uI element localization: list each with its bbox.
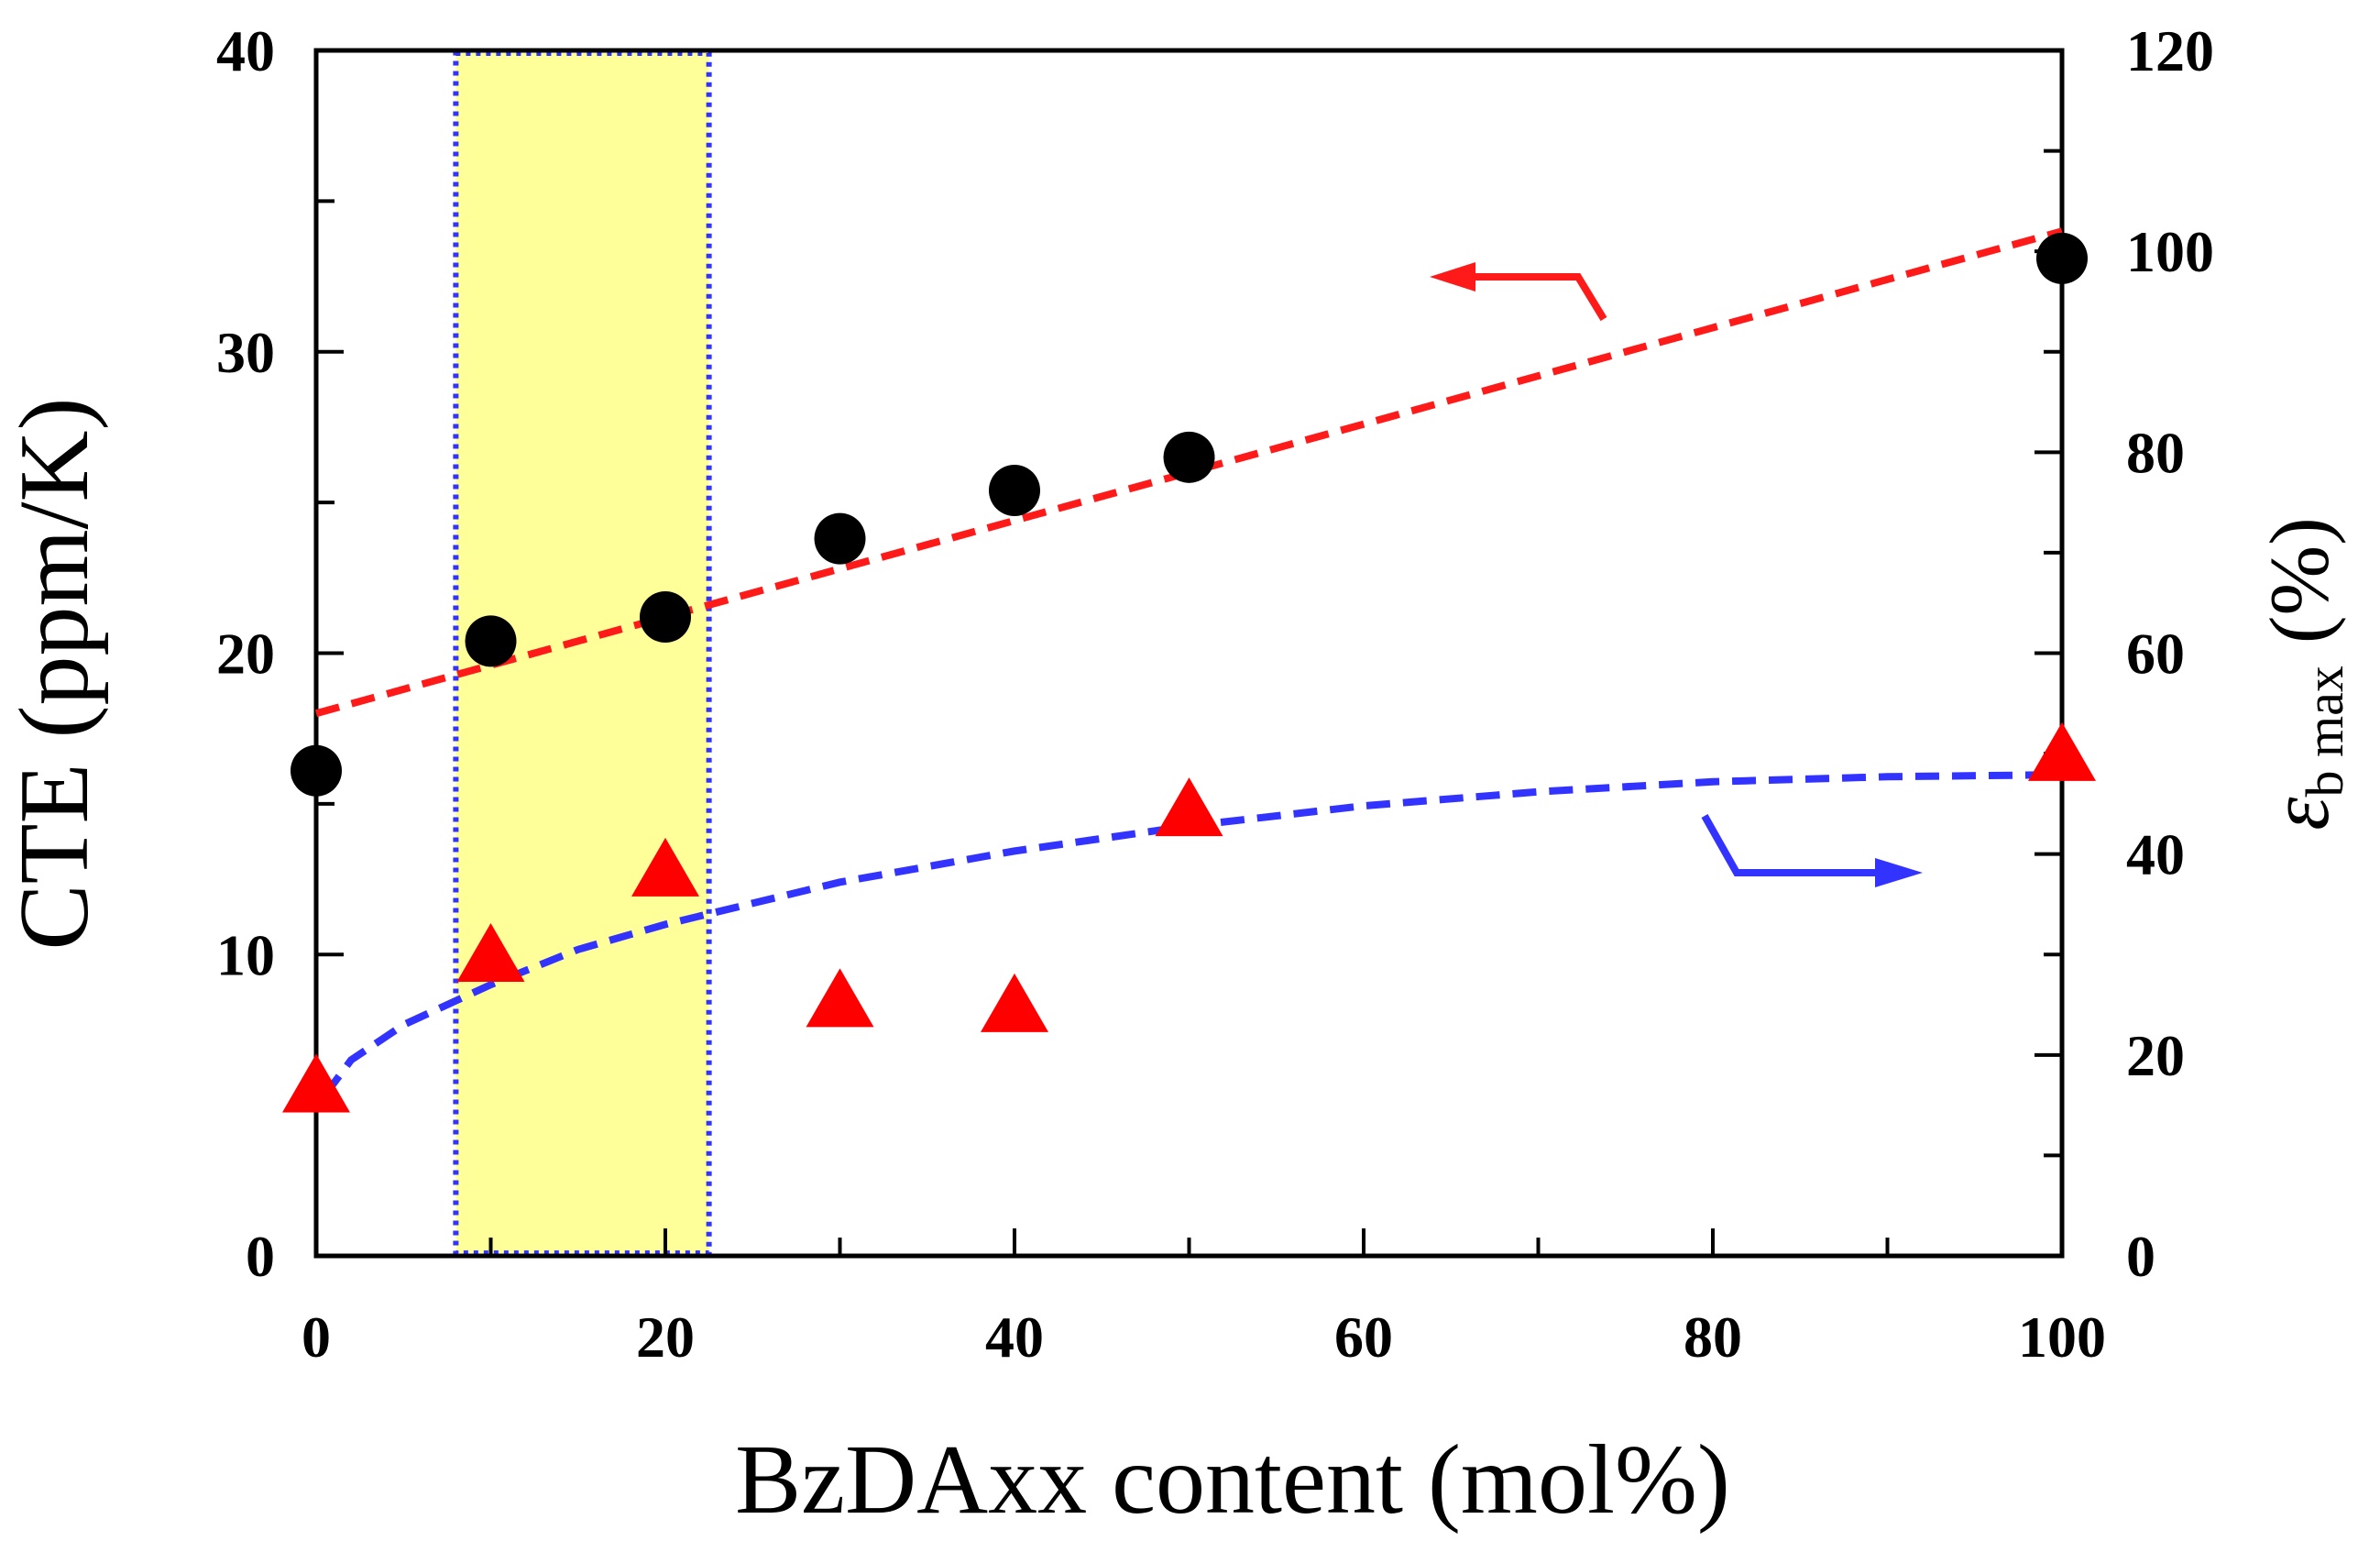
y-tick-label: 30 (216, 320, 275, 385)
tick-labels: 0 20 40 60 80 100 0 10 20 30 40 0 20 40 60 80 100 120 (216, 18, 2214, 1370)
x-tick-label: 80 (1684, 1304, 1742, 1370)
x-tick-label: 20 (636, 1304, 695, 1370)
elongation-point (806, 968, 874, 1028)
y2-tick-label: 20 (2126, 1023, 2185, 1088)
elongation-point (981, 973, 1048, 1032)
y-tick-label: 20 (216, 622, 275, 687)
elongation-point (2028, 721, 2096, 781)
axis-ticks (314, 49, 2064, 1258)
x-tick-label: 40 (985, 1304, 1044, 1370)
x-tick-label: 100 (2018, 1304, 2106, 1370)
cte-axis-arrow (1430, 262, 1607, 322)
cte-point (465, 615, 517, 667)
elongation-point (456, 923, 525, 983)
y2-axis-unit: (%) (2253, 517, 2346, 644)
x-axis-title: BzDAxx content (mol%) (735, 1425, 1730, 1535)
y-tick-label: 40 (216, 18, 275, 83)
x-tick-label: 60 (1334, 1304, 1393, 1370)
cte-point (640, 591, 691, 644)
elongation-axis-arrow (1701, 814, 1923, 887)
y2-tick-label: 80 (2126, 420, 2185, 485)
elongation-point (631, 837, 699, 897)
trend-lines (314, 227, 2064, 1098)
cte-point (814, 512, 866, 565)
y2-axis-title: εb max (%) (2253, 517, 2354, 831)
y2-tick-label: 120 (2126, 18, 2214, 83)
y2-tick-label: 0 (2126, 1224, 2155, 1289)
y-tick-label: 10 (216, 922, 275, 987)
elongation-point (282, 1053, 350, 1113)
y2-axis-symbol: ε (2253, 797, 2346, 831)
cte-point (1163, 431, 1215, 483)
cte-trend-line (314, 227, 2064, 718)
elongation-point (1155, 777, 1223, 837)
data-markers (282, 232, 2096, 1113)
x-tick-label: 0 (302, 1304, 331, 1370)
y2-axis-subscript: b max (2295, 666, 2354, 797)
elongation-trend-line (322, 771, 2063, 1098)
y-axis-title: CTE (ppm/K) (0, 398, 109, 951)
y2-tick-label: 100 (2126, 219, 2214, 284)
cte-point (2036, 232, 2088, 284)
cte-point (291, 744, 342, 797)
y2-tick-label: 60 (2126, 622, 2185, 687)
y2-tick-label: 40 (2126, 822, 2185, 887)
y-tick-label: 0 (246, 1224, 275, 1289)
cte-point (989, 464, 1040, 516)
